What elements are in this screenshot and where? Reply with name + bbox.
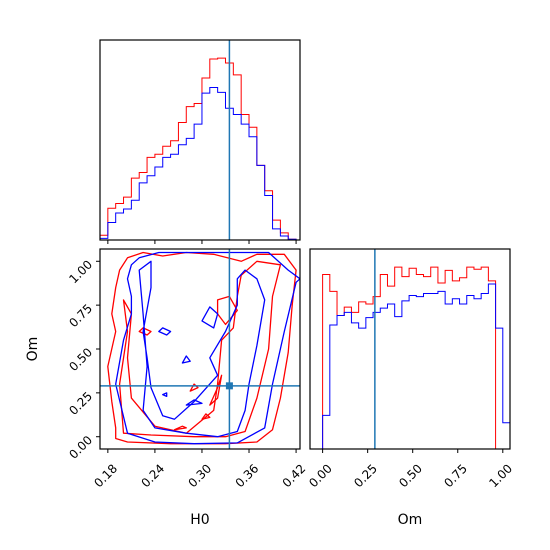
contour-series-0-6 bbox=[201, 413, 211, 420]
truth-point bbox=[225, 382, 233, 390]
h0-marginal-panel bbox=[99, 39, 301, 244]
contour-series-1-3 bbox=[158, 327, 172, 336]
om-ytick-label-2: 0.50 bbox=[66, 345, 95, 374]
h0-om-contour-panel: 0.18 0.24 0.30 0.36 0.42 0.00 0.25 0.50 0.75 1.0… bbox=[25, 248, 309, 528]
contour-series-0-0 bbox=[107, 251, 297, 445]
om-ytick-label-1: 0.25 bbox=[66, 389, 95, 418]
contour-series-1-0 bbox=[115, 251, 300, 445]
contour-series-0-7 bbox=[173, 425, 187, 431]
h0-marginal-frame bbox=[99, 39, 301, 241]
h0-xtick-label-3: 0.36 bbox=[233, 461, 262, 490]
om-marginal-axis-label: Om bbox=[398, 512, 423, 528]
om-marginal-xtick-label-3: 0.75 bbox=[441, 461, 470, 490]
om-marginal-xtick-label-2: 0.50 bbox=[396, 461, 425, 490]
h0-hist-series-0 bbox=[100, 57, 297, 240]
om-axis-label: Om bbox=[25, 337, 41, 362]
h0-axis-label: H0 bbox=[190, 512, 209, 528]
contour-series-0-3 bbox=[138, 327, 152, 336]
om-marginal-xtick-label-0: 0.00 bbox=[306, 461, 335, 490]
om-hist-series-1 bbox=[313, 283, 510, 449]
joint-frame bbox=[99, 248, 301, 450]
om-ytick-label-0: 0.00 bbox=[66, 433, 95, 462]
contour-series-1-6 bbox=[162, 392, 168, 398]
om-marginal-panel: 0.00 0.25 0.50 0.75 1.00 Om bbox=[306, 248, 515, 528]
h0-xtick-label-2: 0.30 bbox=[186, 461, 215, 490]
om-marginal-xtick-label-1: 0.25 bbox=[351, 461, 380, 490]
contour-series-1-2 bbox=[201, 306, 219, 329]
h0-xtick-label-4: 0.42 bbox=[280, 461, 309, 490]
om-ytick-label-3: 0.75 bbox=[66, 301, 95, 330]
contour-series-1-1 bbox=[138, 260, 266, 438]
om-ytick-label-4: 1.00 bbox=[66, 258, 95, 287]
h0-xtick-label-0: 0.18 bbox=[91, 461, 120, 490]
contour-series-0-4 bbox=[209, 374, 223, 406]
contour-series-1-5 bbox=[181, 355, 191, 364]
om-marginal-frame bbox=[309, 248, 511, 450]
om-marginal-xtick-label-4: 1.00 bbox=[486, 461, 515, 490]
h0-xtick-label-1: 0.24 bbox=[138, 461, 167, 490]
contour-series-1-4 bbox=[185, 399, 203, 406]
h0-hist-series-1 bbox=[100, 87, 297, 240]
om-hist-series-0 bbox=[313, 266, 510, 449]
